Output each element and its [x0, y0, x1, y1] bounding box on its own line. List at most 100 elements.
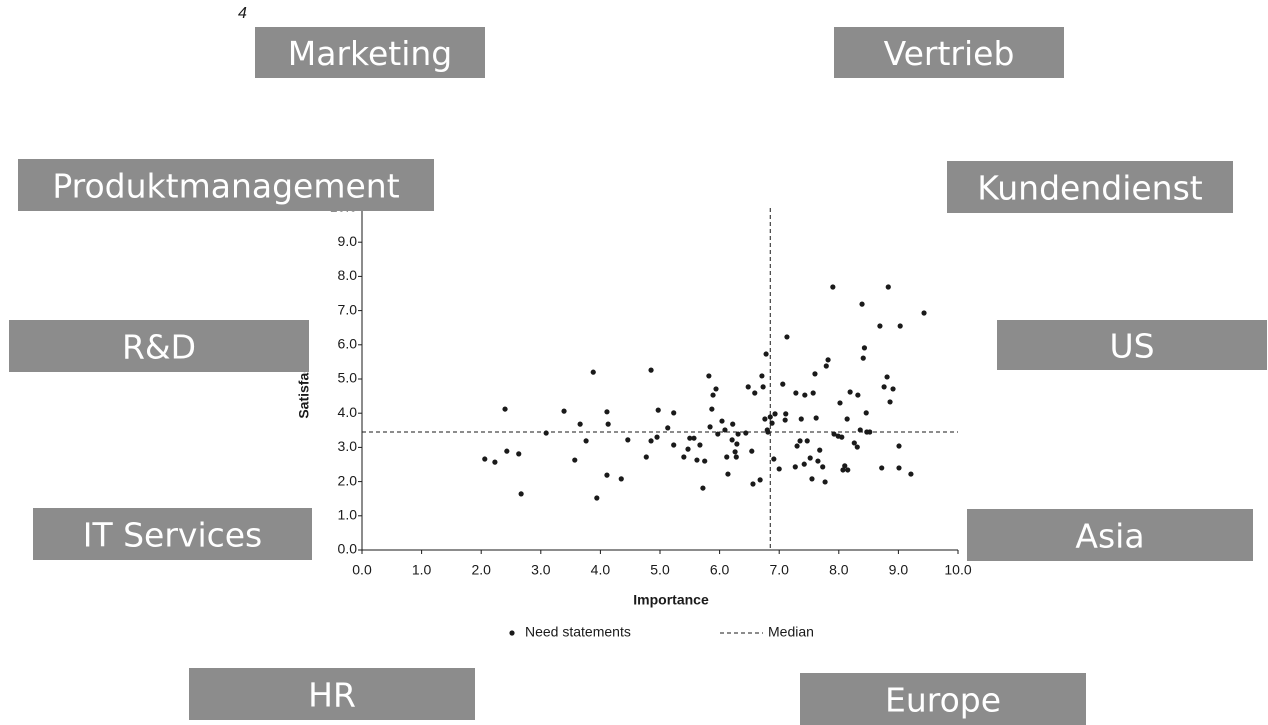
- point: [830, 284, 836, 290]
- y-tick-label: 8.0: [338, 267, 358, 283]
- label-box: Europe: [800, 673, 1086, 725]
- point: [687, 435, 693, 441]
- corner-mark: 4: [238, 5, 247, 22]
- point: [851, 440, 857, 446]
- legend-label: Need statements: [525, 624, 631, 640]
- point: [896, 443, 902, 449]
- point: [752, 390, 758, 396]
- point: [771, 456, 777, 462]
- x-tick-label: 4.0: [591, 562, 611, 578]
- point: [812, 371, 818, 377]
- box-bg: [800, 673, 1086, 725]
- point: [671, 410, 677, 416]
- point: [749, 448, 755, 454]
- x-tick-label: 9.0: [889, 562, 909, 578]
- point: [801, 461, 807, 467]
- label-box: Asia: [967, 509, 1253, 561]
- point: [625, 437, 631, 443]
- point: [847, 389, 853, 395]
- label-box: Vertrieb: [834, 27, 1064, 78]
- y-tick-label: 9.0: [338, 233, 358, 249]
- label-box: IT Services: [33, 508, 312, 560]
- point: [837, 400, 843, 406]
- legend-marker: [509, 630, 515, 636]
- x-axis-title: Importance: [633, 592, 709, 608]
- point: [813, 415, 819, 421]
- point: [700, 485, 706, 491]
- y-tick-label: 0.0: [338, 541, 358, 557]
- point: [857, 427, 863, 433]
- box-bg: [255, 27, 485, 78]
- point: [844, 416, 850, 422]
- point: [867, 429, 873, 435]
- box-bg: [834, 27, 1064, 78]
- point: [855, 392, 861, 398]
- box-label: Produktmanagement: [52, 167, 399, 206]
- point: [839, 434, 845, 440]
- point: [890, 386, 896, 392]
- box-bg: [947, 161, 1233, 213]
- point: [618, 476, 624, 482]
- point: [572, 457, 578, 463]
- box-bg: [967, 509, 1253, 561]
- y-tick-label: 1.0: [338, 507, 358, 523]
- point: [879, 465, 885, 471]
- point: [681, 454, 687, 460]
- x-tick-label: 5.0: [650, 562, 670, 578]
- point: [772, 411, 778, 417]
- point: [577, 421, 583, 427]
- point: [921, 310, 927, 316]
- x-tick-label: 3.0: [531, 562, 551, 578]
- point: [706, 373, 712, 379]
- point: [861, 345, 868, 351]
- point: [840, 467, 846, 473]
- point: [820, 464, 826, 470]
- point: [729, 437, 735, 443]
- point: [654, 434, 660, 440]
- point: [730, 421, 736, 427]
- point: [643, 454, 649, 460]
- x-tick-label: 10.0: [944, 562, 971, 578]
- point: [502, 406, 508, 412]
- x-tick-label: 0.0: [352, 562, 372, 578]
- y-tick-label: 5.0: [338, 370, 358, 386]
- point: [822, 479, 828, 485]
- point: [743, 430, 749, 436]
- point: [724, 454, 730, 460]
- point: [757, 477, 763, 483]
- box-label: Europe: [885, 681, 1001, 720]
- point: [845, 467, 851, 473]
- point: [783, 411, 789, 417]
- label-box: Produktmanagement: [18, 159, 434, 211]
- y-tick-label: 2.0: [338, 472, 358, 488]
- point: [877, 323, 883, 329]
- y-tick-label: 4.0: [338, 404, 358, 420]
- point: [794, 443, 800, 449]
- point: [897, 323, 903, 329]
- box-label: R&D: [122, 328, 196, 367]
- point: [854, 444, 860, 450]
- point: [804, 438, 810, 444]
- box-label: US: [1109, 327, 1154, 366]
- x-tick-label: 2.0: [471, 562, 491, 578]
- point: [745, 384, 751, 390]
- point: [760, 384, 766, 390]
- point: [694, 457, 700, 463]
- point: [810, 390, 816, 396]
- point: [817, 447, 823, 453]
- point: [842, 463, 848, 469]
- point: [750, 481, 756, 487]
- point: [583, 438, 589, 444]
- point: [518, 491, 524, 497]
- point: [885, 284, 891, 290]
- point: [884, 374, 890, 380]
- label-box: HR: [189, 668, 475, 720]
- point: [815, 458, 821, 464]
- point: [831, 431, 837, 437]
- point: [809, 476, 815, 482]
- point: [655, 407, 661, 413]
- box-label: Marketing: [288, 34, 452, 73]
- point: [793, 390, 799, 396]
- label-box: R&D: [9, 320, 309, 372]
